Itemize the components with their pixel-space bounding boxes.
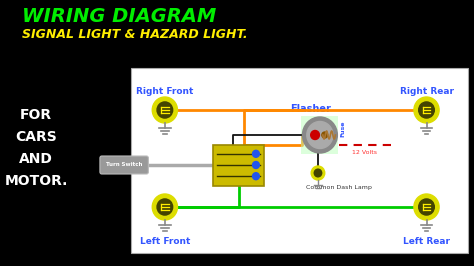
Circle shape: [253, 150, 259, 157]
Circle shape: [307, 122, 333, 148]
Text: Fuse: Fuse: [341, 121, 346, 137]
FancyBboxPatch shape: [213, 144, 264, 185]
Circle shape: [419, 102, 434, 118]
Text: Left Front: Left Front: [140, 238, 190, 247]
Circle shape: [311, 166, 325, 180]
Text: Common Dash Lamp: Common Dash Lamp: [306, 185, 372, 189]
Circle shape: [310, 131, 319, 139]
Circle shape: [414, 97, 439, 123]
FancyBboxPatch shape: [131, 68, 468, 253]
Circle shape: [152, 194, 177, 220]
Text: Left Rear: Left Rear: [403, 238, 450, 247]
Circle shape: [253, 161, 259, 168]
Circle shape: [152, 97, 177, 123]
Circle shape: [419, 199, 434, 215]
Text: FOR: FOR: [20, 108, 52, 122]
Text: Right Front: Right Front: [136, 88, 193, 97]
Text: CARS: CARS: [15, 130, 57, 144]
Circle shape: [314, 169, 322, 177]
FancyBboxPatch shape: [301, 116, 338, 154]
Circle shape: [322, 132, 328, 138]
Text: 12 Volts: 12 Volts: [352, 151, 377, 156]
Circle shape: [157, 199, 173, 215]
Text: SIGNAL LIGHT & HAZARD LIGHT.: SIGNAL LIGHT & HAZARD LIGHT.: [22, 28, 248, 41]
Text: WIRING DIAGRAM: WIRING DIAGRAM: [22, 6, 217, 26]
Circle shape: [302, 117, 337, 153]
Text: Turn Switch: Turn Switch: [106, 163, 142, 168]
Circle shape: [157, 102, 173, 118]
Text: Right Rear: Right Rear: [400, 88, 454, 97]
Circle shape: [414, 194, 439, 220]
Circle shape: [253, 173, 259, 180]
FancyBboxPatch shape: [100, 156, 148, 174]
Text: AND: AND: [19, 152, 53, 166]
Text: MOTOR.: MOTOR.: [4, 174, 68, 188]
Text: Flasher: Flasher: [290, 104, 331, 114]
